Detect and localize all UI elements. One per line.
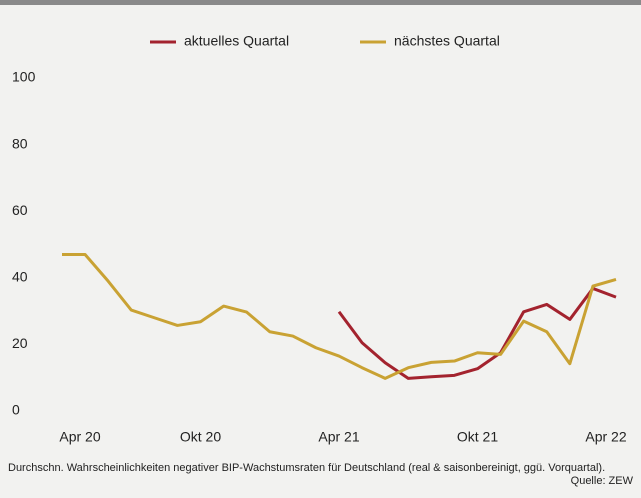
x-tick-label: Apr 22: [585, 429, 626, 445]
y-tick-label: 60: [12, 202, 28, 218]
top-bar: [0, 0, 641, 5]
x-tick-label: Apr 21: [318, 429, 359, 445]
legend-label: aktuelles Quartal: [184, 33, 289, 49]
y-tick-label: 0: [12, 402, 20, 418]
series-line: [62, 252, 617, 380]
series-line: [337, 286, 617, 380]
y-tick-label: 100: [12, 69, 36, 85]
y-tick-label: 80: [12, 135, 28, 151]
x-tick-label: Okt 20: [180, 429, 221, 445]
source: Quelle: ZEW: [570, 475, 633, 487]
caption: Durchschn. Wahrscheinlichkeiten negative…: [8, 462, 606, 474]
y-tick-label: 20: [12, 335, 28, 351]
legend-label: nächstes Quartal: [394, 33, 500, 49]
x-tick-label: Okt 21: [457, 429, 498, 445]
chart: 0 20 40 60 80 100 Apr 20 Okt 20 Apr 21 Okt 21 Apr …: [12, 33, 627, 445]
y-tick-label: 40: [12, 269, 28, 285]
x-tick-label: Apr 20: [59, 429, 100, 445]
